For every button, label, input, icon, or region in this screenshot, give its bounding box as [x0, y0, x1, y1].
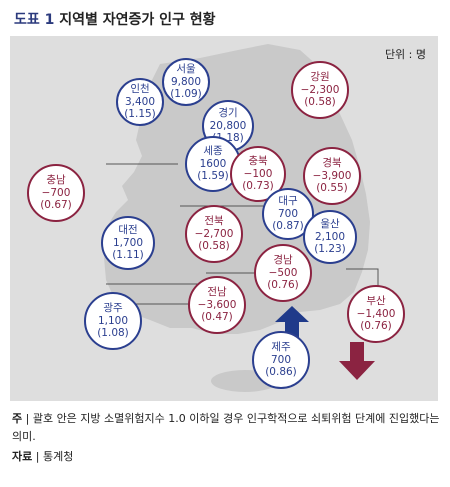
region-name: 세종 — [203, 145, 223, 158]
region-index: (0.55) — [316, 182, 348, 195]
region-value: 700 — [277, 207, 299, 220]
region-name: 충남 — [46, 174, 66, 187]
region-index: (1.11) — [112, 249, 144, 262]
footnote-text: 괄호 안은 지방 소멸위험지수 1.0 이하일 경우 인구학적으로 쇠퇴위험 단… — [12, 412, 440, 443]
figure-caption: 지역별 자연증가 인구 현황 — [59, 12, 216, 28]
region-index: (0.76) — [360, 320, 392, 333]
region-value: −2,700 — [194, 227, 234, 240]
region-value: −2,300 — [300, 83, 340, 96]
region-bubble: 경북 −3,900 (0.55) — [303, 147, 361, 205]
source-text: 통계청 — [42, 450, 74, 463]
region-value: 3,400 — [124, 95, 156, 108]
up-arrow — [275, 306, 309, 356]
region-bubble: 충남 −700 (0.67) — [27, 164, 85, 222]
region-index: (1.08) — [97, 327, 129, 340]
region-bubble: 강원 −2,300 (0.58) — [291, 61, 349, 119]
region-value: 2,100 — [314, 230, 346, 243]
region-bubble: 경남 −500 (0.76) — [254, 244, 312, 302]
region-index: (0.58) — [198, 240, 230, 253]
region-value: 1600 — [199, 157, 227, 170]
region-value: −500 — [268, 266, 298, 279]
region-name: 대구 — [278, 195, 298, 208]
region-index: (0.73) — [242, 180, 274, 193]
region-name: 대전 — [118, 224, 138, 237]
region-bubble: 부산 −1,400 (0.76) — [347, 285, 405, 343]
region-name: 경기 — [218, 107, 238, 120]
down-arrow — [339, 342, 375, 380]
region-value: 1,100 — [97, 314, 129, 327]
region-bubble: 인천 3,400 (1.15) — [116, 78, 164, 126]
region-value: −1,400 — [356, 307, 396, 320]
region-name: 충북 — [248, 155, 268, 168]
region-name: 전북 — [204, 215, 224, 228]
region-index: (1.59) — [197, 170, 229, 183]
footnote: 주 | 괄호 안은 지방 소멸위험지수 1.0 이하일 경우 인구학적으로 쇠퇴… — [12, 412, 440, 443]
region-bubble: 대전 1,700 (1.11) — [101, 216, 155, 270]
region-bubble: 전북 −2,700 (0.58) — [185, 205, 243, 263]
region-index: (1.23) — [314, 243, 346, 256]
region-index: (0.76) — [267, 279, 299, 292]
region-name: 광주 — [103, 302, 123, 315]
region-index: (0.58) — [304, 96, 336, 109]
region-name: 인천 — [130, 83, 150, 96]
region-name: 전남 — [207, 286, 227, 299]
source-label: 자료 — [12, 450, 33, 463]
footnote-label: 주 — [12, 412, 23, 425]
region-bubble: 제주 700 (0.86) — [252, 331, 310, 389]
region-value: 1,700 — [112, 236, 144, 249]
region-bubble: 전남 −3,600 (0.47) — [188, 276, 246, 334]
region-value: −700 — [41, 186, 71, 199]
figure-number: 도표 1 — [14, 12, 55, 28]
region-name: 부산 — [366, 295, 386, 308]
region-value: −3,600 — [197, 298, 237, 311]
region-bubble: 광주 1,100 (1.08) — [84, 292, 142, 350]
region-index: (0.47) — [201, 311, 233, 324]
region-bubble: 서울 9,800 (1.09) — [162, 58, 210, 106]
region-index: (1.15) — [124, 108, 156, 121]
region-name: 경남 — [273, 254, 293, 267]
region-value: 9,800 — [170, 75, 202, 88]
region-index: (1.09) — [170, 88, 202, 101]
region-name: 서울 — [176, 63, 196, 76]
region-value: −3,900 — [312, 169, 352, 182]
region-index: (0.87) — [272, 220, 304, 233]
region-name: 울산 — [320, 218, 340, 231]
region-index: (0.67) — [40, 199, 72, 212]
region-value: 20,800 — [209, 119, 247, 132]
region-name: 경북 — [322, 157, 342, 170]
figure-title: 도표 1 지역별 자연증가 인구 현황 — [14, 9, 216, 29]
region-name: 제주 — [271, 341, 291, 354]
region-name: 강원 — [310, 71, 330, 84]
unit-label: 단위 : 명 — [384, 48, 426, 61]
region-index: (0.86) — [265, 366, 297, 379]
region-value: −100 — [243, 167, 273, 180]
region-value: 700 — [270, 353, 292, 366]
region-bubble: 울산 2,100 (1.23) — [303, 210, 357, 264]
source-line: 자료 | 통계청 — [12, 450, 74, 463]
